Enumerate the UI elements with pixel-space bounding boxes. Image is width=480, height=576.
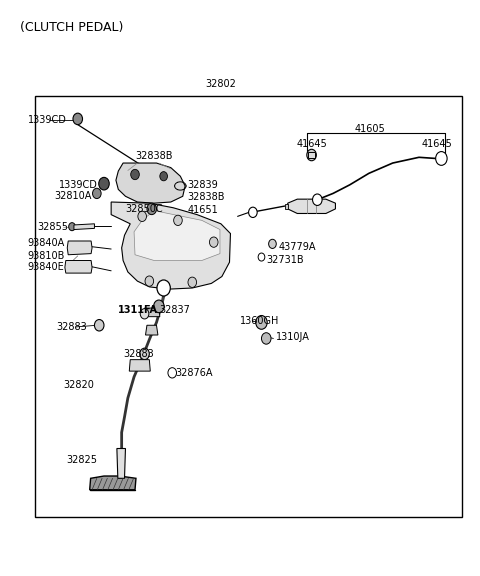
Circle shape — [145, 276, 154, 286]
Circle shape — [269, 239, 276, 248]
Circle shape — [312, 194, 322, 206]
Polygon shape — [67, 241, 92, 255]
Circle shape — [209, 237, 218, 247]
Text: 1310JA: 1310JA — [276, 332, 310, 342]
Text: 32825: 32825 — [66, 455, 97, 465]
Circle shape — [99, 177, 109, 190]
Text: 32838B: 32838B — [135, 151, 172, 161]
Polygon shape — [74, 224, 95, 229]
Polygon shape — [90, 476, 136, 490]
Circle shape — [69, 223, 75, 230]
Text: 32802: 32802 — [205, 78, 236, 89]
Bar — [308, 151, 315, 158]
Bar — [35, 96, 462, 517]
Circle shape — [258, 253, 265, 261]
Text: 32883: 32883 — [123, 349, 154, 359]
Text: 1360GH: 1360GH — [240, 316, 279, 326]
Circle shape — [256, 316, 267, 329]
Text: 41651: 41651 — [188, 205, 218, 215]
Circle shape — [307, 149, 316, 161]
Polygon shape — [144, 308, 160, 317]
Text: 32837: 32837 — [159, 305, 190, 314]
Text: 41605: 41605 — [355, 124, 385, 134]
Circle shape — [93, 188, 101, 199]
Text: 93840E: 93840E — [28, 262, 64, 272]
Text: 43779A: 43779A — [278, 242, 316, 252]
Circle shape — [436, 151, 447, 165]
Polygon shape — [285, 204, 288, 209]
Text: 1339CD: 1339CD — [59, 180, 97, 190]
Text: 32883: 32883 — [56, 322, 87, 332]
Text: 32810A: 32810A — [54, 191, 91, 201]
Text: 41645: 41645 — [421, 139, 452, 149]
Text: 93810B: 93810B — [28, 251, 65, 261]
Text: 1339CD: 1339CD — [28, 115, 67, 125]
Circle shape — [154, 300, 164, 313]
Circle shape — [174, 215, 182, 226]
Polygon shape — [145, 325, 158, 335]
Text: 32876A: 32876A — [176, 368, 213, 378]
Text: 32820: 32820 — [63, 380, 94, 391]
Circle shape — [140, 348, 149, 359]
Circle shape — [249, 207, 257, 218]
Polygon shape — [134, 211, 220, 260]
Text: 32838B: 32838B — [188, 192, 225, 202]
Polygon shape — [288, 199, 336, 214]
Circle shape — [262, 333, 271, 344]
Text: 32839: 32839 — [188, 180, 218, 190]
Polygon shape — [116, 163, 185, 203]
Polygon shape — [117, 449, 125, 478]
Circle shape — [147, 203, 156, 215]
Circle shape — [188, 277, 197, 287]
Circle shape — [138, 211, 146, 222]
Text: 32855: 32855 — [37, 222, 68, 232]
Circle shape — [140, 309, 149, 319]
Text: (CLUTCH PEDAL): (CLUTCH PEDAL) — [21, 21, 124, 35]
Polygon shape — [129, 359, 150, 371]
Polygon shape — [65, 260, 92, 273]
Text: 1311FA: 1311FA — [118, 305, 158, 314]
Circle shape — [131, 169, 139, 180]
Circle shape — [168, 367, 177, 378]
Circle shape — [73, 113, 83, 124]
Circle shape — [160, 172, 168, 181]
Polygon shape — [111, 202, 230, 289]
Text: 93840A: 93840A — [28, 238, 65, 248]
Circle shape — [95, 320, 104, 331]
Text: 41645: 41645 — [296, 139, 327, 149]
Circle shape — [157, 280, 170, 296]
Text: 32731B: 32731B — [266, 256, 304, 266]
Text: 32850C: 32850C — [125, 204, 163, 214]
